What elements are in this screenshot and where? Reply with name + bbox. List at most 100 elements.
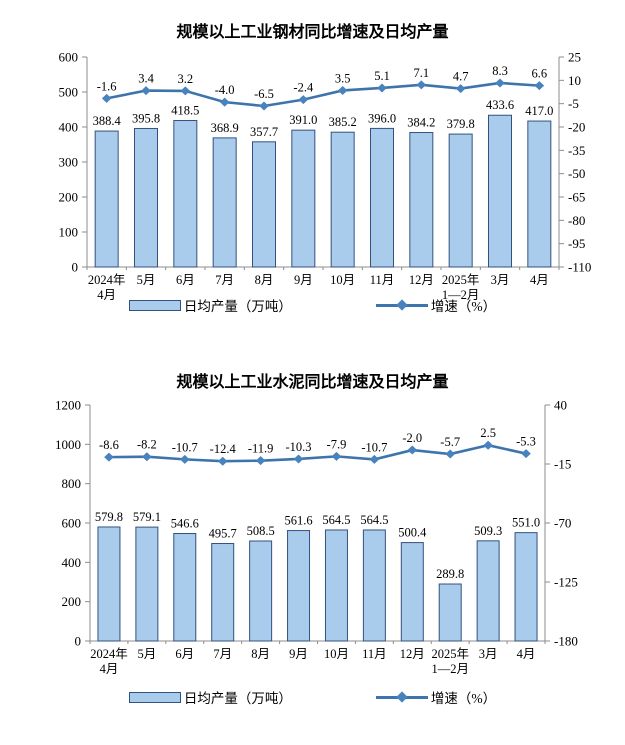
svg-text:-8.2: -8.2 bbox=[137, 438, 157, 452]
svg-text:379.8: 379.8 bbox=[447, 117, 475, 131]
svg-text:300: 300 bbox=[59, 155, 79, 170]
svg-text:0: 0 bbox=[72, 260, 79, 275]
svg-text:-8.6: -8.6 bbox=[99, 438, 119, 452]
svg-text:8月: 8月 bbox=[255, 273, 274, 287]
svg-text:-95: -95 bbox=[568, 236, 585, 251]
svg-text:-11.9: -11.9 bbox=[248, 442, 274, 456]
svg-text:368.9: 368.9 bbox=[211, 121, 239, 135]
svg-text:551.0: 551.0 bbox=[512, 516, 540, 530]
svg-text:600: 600 bbox=[59, 50, 79, 65]
svg-text:508.5: 508.5 bbox=[247, 524, 275, 538]
svg-text:-7.9: -7.9 bbox=[327, 437, 347, 451]
svg-text:11月: 11月 bbox=[362, 647, 387, 661]
svg-text:-125: -125 bbox=[554, 575, 578, 590]
svg-text:25: 25 bbox=[568, 50, 581, 65]
svg-text:1200: 1200 bbox=[55, 398, 81, 413]
svg-text:8月: 8月 bbox=[251, 647, 270, 661]
svg-text:-180: -180 bbox=[554, 634, 578, 649]
svg-text:5.1: 5.1 bbox=[374, 69, 390, 83]
svg-text:9月: 9月 bbox=[289, 647, 308, 661]
svg-text:2025年: 2025年 bbox=[431, 647, 469, 661]
svg-text:1000: 1000 bbox=[55, 437, 81, 452]
steel-chart-plot: 600 500 400 300 200 100 0 25 10 -5 -20 -35 -50 -65 -80… bbox=[59, 50, 592, 303]
svg-text:6月: 6月 bbox=[175, 647, 194, 661]
svg-text:500.4: 500.4 bbox=[398, 526, 427, 540]
svg-text:-15: -15 bbox=[554, 457, 571, 472]
svg-text:12月: 12月 bbox=[400, 647, 425, 661]
steel-chart-legend: 日均产量（万吨） 增速（%） bbox=[0, 295, 625, 315]
svg-text:-2.4: -2.4 bbox=[293, 81, 314, 95]
svg-text:-12.4: -12.4 bbox=[210, 442, 237, 456]
line-series-swatch bbox=[375, 690, 428, 703]
svg-text:417.0: 417.0 bbox=[525, 104, 553, 118]
svg-text:6.6: 6.6 bbox=[532, 67, 548, 81]
svg-text:1—2月: 1—2月 bbox=[442, 288, 480, 302]
svg-text:418.5: 418.5 bbox=[171, 104, 199, 118]
svg-text:564.5: 564.5 bbox=[322, 513, 350, 527]
svg-text:7月: 7月 bbox=[213, 647, 232, 661]
svg-text:5月: 5月 bbox=[137, 273, 156, 287]
svg-text:561.6: 561.6 bbox=[284, 514, 312, 528]
svg-text:289.8: 289.8 bbox=[436, 567, 464, 581]
cement-chart-plot: 1200 1000 800 600 400 200 0 40 -15 -70 -125 -180 579… bbox=[55, 398, 578, 677]
cement-chart-title: 规模以上工业水泥同比增速及日均产量 bbox=[176, 374, 449, 391]
svg-text:-65: -65 bbox=[568, 190, 585, 205]
svg-text:2.5: 2.5 bbox=[480, 426, 496, 440]
svg-text:433.6: 433.6 bbox=[486, 98, 514, 112]
svg-text:-6.5: -6.5 bbox=[254, 87, 274, 101]
svg-text:385.2: 385.2 bbox=[329, 115, 357, 129]
legend-item-daily-output: 日均产量（万吨） bbox=[128, 687, 292, 707]
svg-text:-4.0: -4.0 bbox=[215, 83, 235, 97]
legend-label-daily-output: 日均产量（万吨） bbox=[183, 299, 292, 314]
diamond-marker-icon bbox=[396, 298, 408, 311]
svg-text:800: 800 bbox=[62, 476, 82, 491]
svg-text:-5.7: -5.7 bbox=[440, 435, 460, 449]
svg-text:388.4: 388.4 bbox=[93, 114, 122, 128]
legend-item-growth-rate: 增速（%） bbox=[375, 295, 497, 315]
svg-text:-10.7: -10.7 bbox=[361, 440, 387, 454]
svg-text:4月: 4月 bbox=[517, 647, 536, 661]
steel-chart-section: 规模以上工业钢材同比增速及日均产量 600 500 400 300 200 100 0 25 1… bbox=[0, 0, 625, 350]
svg-text:-5.3: -5.3 bbox=[516, 435, 536, 449]
svg-text:-50: -50 bbox=[568, 166, 585, 181]
svg-text:3月: 3月 bbox=[491, 273, 510, 287]
svg-text:2025年: 2025年 bbox=[442, 273, 480, 287]
svg-text:400: 400 bbox=[59, 120, 79, 135]
svg-text:2024年: 2024年 bbox=[90, 647, 128, 661]
svg-text:-20: -20 bbox=[568, 120, 585, 135]
svg-text:600: 600 bbox=[62, 516, 82, 531]
svg-text:579.8: 579.8 bbox=[95, 510, 123, 524]
svg-text:396.0: 396.0 bbox=[368, 111, 396, 125]
svg-text:500: 500 bbox=[59, 85, 79, 100]
svg-text:10: 10 bbox=[568, 73, 581, 88]
svg-text:3.2: 3.2 bbox=[178, 72, 194, 86]
legend-item-growth-rate: 增速（%） bbox=[375, 687, 496, 707]
svg-text:4月: 4月 bbox=[97, 288, 116, 302]
steel-chart-title: 规模以上工业钢材同比增速及日均产量 bbox=[176, 24, 449, 41]
svg-text:495.7: 495.7 bbox=[209, 527, 237, 541]
svg-text:200: 200 bbox=[62, 594, 82, 609]
cement-chart-section: 规模以上工业水泥同比增速及日均产量 1200 1000 800 600 400 200 0 4… bbox=[0, 350, 625, 745]
svg-text:579.1: 579.1 bbox=[133, 510, 161, 524]
svg-text:-5: -5 bbox=[568, 96, 579, 111]
svg-text:-110: -110 bbox=[568, 260, 591, 275]
svg-text:8.3: 8.3 bbox=[492, 64, 508, 78]
svg-text:564.5: 564.5 bbox=[360, 513, 388, 527]
svg-text:4.7: 4.7 bbox=[453, 70, 469, 84]
svg-text:384.2: 384.2 bbox=[407, 116, 435, 130]
legend-label-daily-output: 日均产量（万吨） bbox=[183, 691, 292, 706]
svg-text:1—2月: 1—2月 bbox=[431, 662, 469, 676]
svg-text:3月: 3月 bbox=[479, 647, 498, 661]
svg-text:3.4: 3.4 bbox=[138, 72, 154, 86]
svg-text:11月: 11月 bbox=[370, 273, 395, 287]
svg-text:-70: -70 bbox=[554, 516, 571, 531]
svg-text:509.3: 509.3 bbox=[474, 524, 502, 538]
legend-label-growth-rate: 增速（%） bbox=[430, 299, 497, 314]
svg-text:200: 200 bbox=[59, 190, 79, 205]
diamond-marker-icon bbox=[396, 690, 408, 703]
svg-text:400: 400 bbox=[62, 555, 82, 570]
svg-text:12月: 12月 bbox=[409, 273, 434, 287]
svg-text:3.5: 3.5 bbox=[335, 71, 351, 85]
svg-text:395.8: 395.8 bbox=[132, 111, 160, 125]
svg-text:5月: 5月 bbox=[137, 647, 156, 661]
